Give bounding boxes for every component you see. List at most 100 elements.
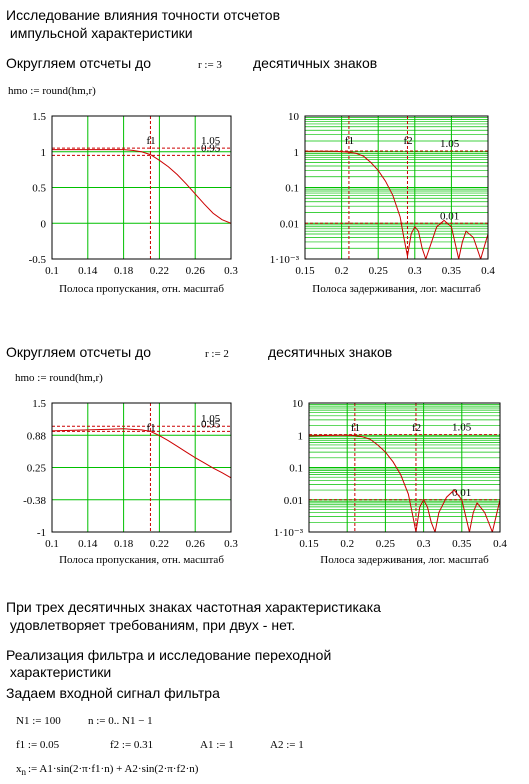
x-tick-label: 0.2 — [340, 538, 354, 550]
chart: 10 1 0.1 0.01 1·10⁻³0.15 0.2 0.25 0.3 0.35 0.4 1.0… — [270, 111, 496, 295]
plot-frame — [308, 402, 501, 533]
x-tick-label: 0.35 — [442, 265, 462, 277]
x-tick-label: 0.14 — [78, 538, 98, 550]
y-tick-label: -1 — [37, 527, 46, 539]
x-tick-label: 0.22 — [150, 265, 169, 277]
section-tail: десятичных знаков — [268, 344, 392, 360]
plot-frame — [304, 115, 489, 260]
y-tick-label: 0.01 — [280, 218, 299, 230]
reference-label: 0.95 — [201, 418, 221, 430]
reference-label: 0.01 — [440, 210, 459, 222]
formula: A2 := 1 — [270, 739, 304, 751]
reference-label: 1.05 — [440, 138, 460, 150]
y-tick-label: 0.25 — [27, 463, 47, 475]
y-tick-label: 0.1 — [285, 183, 299, 195]
section-r: r := 2 — [205, 348, 229, 360]
x-tick-label: 0.4 — [493, 538, 507, 550]
x-tick-label: 0.35 — [452, 538, 472, 550]
x-tick-label: 0.25 — [369, 265, 389, 277]
reference-label: f1 — [146, 135, 155, 147]
x-tick-label: 0.15 — [295, 265, 315, 277]
y-tick-label: 1.5 — [32, 398, 46, 410]
heading-line: Реализация фильтра и исследование перехо… — [6, 647, 331, 663]
y-tick-label: -0.5 — [29, 254, 47, 266]
x-tick-label: 0.3 — [224, 265, 238, 277]
series-line — [305, 150, 488, 259]
x-tick-label: 0.22 — [150, 538, 169, 550]
x-axis-label: Полоса пропускания, отн. масштаб — [59, 283, 224, 295]
formula: f1 := 0.05 — [16, 739, 60, 751]
title-line: Исследование влияния точности отсчетов — [6, 7, 280, 23]
input-heading: Задаем входной сигнал фильтра — [6, 685, 220, 701]
formula: A1 := 1 — [200, 739, 234, 751]
formula-rhs: := A1·sin(2·π·f1·n) + A2·sin(2·π·f2·n) — [28, 763, 199, 775]
section-tail: десятичных знаков — [253, 55, 377, 71]
reference-label: 1.05 — [201, 135, 221, 147]
y-tick-label: 10 — [292, 398, 304, 410]
formula: xn:= A1·sin(2·π·f1·n) + A2·sin(2·π·f2·n) — [16, 763, 199, 777]
section-lead: Округляем отсчеты до — [6, 344, 151, 360]
x-tick-label: 0.1 — [45, 538, 59, 550]
reference-label: f2 — [403, 135, 412, 147]
y-tick-label: 1.5 — [32, 111, 46, 123]
y-tick-label: 1 — [294, 147, 300, 159]
reference-label: 0.95 — [201, 142, 221, 154]
reference-label: 1.05 — [201, 413, 221, 425]
x-tick-label: 0.1 — [45, 265, 59, 277]
x-tick-label: 0.26 — [186, 265, 206, 277]
title-line: импульсной характеристики — [6, 25, 193, 41]
y-tick-label: 1 — [298, 430, 304, 442]
heading-line: характеристики — [6, 664, 111, 680]
x-tick-label: 0.2 — [335, 265, 349, 277]
plot-frame — [51, 115, 232, 260]
x-axis-label: Полоса задерживания, лог. масштаб — [312, 283, 481, 295]
y-tick-label: 1 — [41, 147, 47, 159]
chart: 1.5 0.88 0.25 -0.38 -10.1 0.14 0.18 0.22 0.26 0.3… — [23, 398, 238, 566]
reference-label: 1.05 — [452, 422, 472, 434]
plot-frame — [51, 402, 232, 533]
y-tick-label: 0.01 — [284, 495, 303, 507]
y-tick-label: 0.5 — [32, 183, 46, 195]
y-tick-label: -0.38 — [23, 495, 46, 507]
formula-sub: n — [22, 767, 27, 777]
reference-label: 0.01 — [452, 487, 471, 499]
x-tick-label: 0.3 — [224, 538, 238, 550]
series-line — [52, 149, 231, 224]
y-tick-label: 0.88 — [27, 430, 47, 442]
reference-label: f1 — [345, 135, 354, 147]
section-r: r := 3 — [198, 59, 222, 71]
y-tick-label: 10 — [288, 111, 300, 123]
x-tick-label: 0.18 — [114, 265, 134, 277]
reference-label: f1 — [146, 422, 155, 434]
x-tick-label: 0.3 — [408, 265, 422, 277]
x-axis-label: Полоса задерживания, лог. масштаб — [320, 554, 489, 566]
formula: hmo := round(hm,r) — [15, 372, 103, 384]
reference-label: f2 — [412, 422, 421, 434]
series-line — [52, 428, 231, 479]
formula: n := 0.. N1 − 1 — [88, 715, 153, 727]
conclusion-line: удовлетворяет требованиям, при двух - не… — [6, 617, 295, 633]
section-lead: Округляем отсчеты до — [6, 55, 151, 71]
formula-var: x — [16, 763, 22, 775]
formula: f2 := 0.31 — [110, 739, 153, 751]
formula: hmo := round(hm,r) — [8, 85, 96, 97]
x-tick-label: 0.3 — [417, 538, 431, 550]
x-tick-label: 0.15 — [299, 538, 319, 550]
y-tick-label: 0.1 — [289, 463, 303, 475]
y-tick-label: 1·10⁻³ — [270, 254, 300, 266]
x-tick-label: 0.18 — [114, 538, 134, 550]
x-tick-label: 0.26 — [186, 538, 206, 550]
chart: 1.5 1 0.5 0 -0.50.1 0.14 0.18 0.22 0.26 0.3 1.050.… — [29, 111, 239, 295]
x-tick-label: 0.14 — [78, 265, 98, 277]
formula: N1 := 100 — [16, 715, 61, 727]
x-axis-label: Полоса пропускания, отн. масштаб — [59, 554, 224, 566]
x-tick-label: 0.25 — [376, 538, 396, 550]
y-tick-label: 1·10⁻³ — [274, 527, 304, 539]
y-tick-label: 0 — [41, 218, 47, 230]
reference-label: f1 — [351, 422, 360, 434]
chart: 10 1 0.1 0.01 1·10⁻³0.15 0.2 0.25 0.3 0.35 0.4 1.0… — [274, 398, 508, 566]
series-line — [309, 434, 500, 532]
x-tick-label: 0.4 — [481, 265, 495, 277]
conclusion-line: При трех десятичных знаках частотная хар… — [6, 599, 381, 615]
